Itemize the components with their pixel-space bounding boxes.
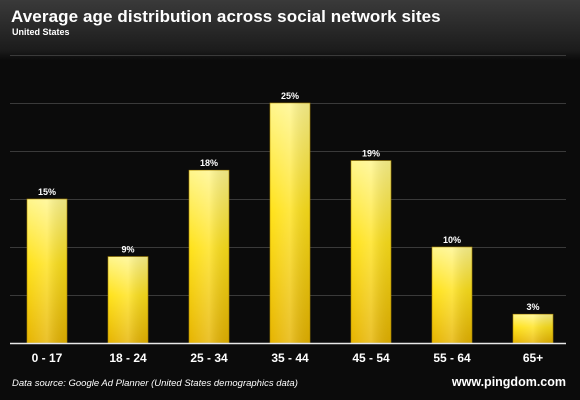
bar-highlight bbox=[270, 103, 310, 343]
bar-highlight bbox=[513, 314, 553, 343]
x-tick-label: 45 - 54 bbox=[352, 351, 390, 365]
data-source-note: Data source: Google Ad Planner (United S… bbox=[12, 378, 298, 389]
x-axis: 0 - 17 18 - 24 25 - 34 35 - 44 45 - 54 55 - 6… bbox=[10, 342, 566, 365]
data-label: 3% bbox=[526, 302, 539, 312]
bar-18-24 bbox=[107, 256, 149, 344]
chart-title: Average age distribution across social n… bbox=[11, 7, 441, 26]
data-labels: 15% 9% 18% 25% 19% 10% 3% bbox=[38, 91, 540, 312]
bar-highlight bbox=[432, 247, 472, 343]
data-label: 25% bbox=[281, 91, 299, 101]
x-tick-label: 0 - 17 bbox=[32, 351, 63, 365]
bar-highlight bbox=[189, 170, 229, 343]
bar-45-54 bbox=[350, 160, 392, 344]
brand-link[interactable]: www.pingdom.com bbox=[451, 375, 566, 389]
bar-55-64 bbox=[431, 246, 473, 344]
chart-subtitle: United States bbox=[12, 27, 70, 37]
x-tick-label: 25 - 34 bbox=[190, 351, 228, 365]
data-label: 10% bbox=[443, 235, 461, 245]
data-label: 19% bbox=[362, 149, 380, 159]
data-label: 9% bbox=[121, 245, 134, 255]
bar-highlight bbox=[351, 160, 391, 343]
x-tick-label: 55 - 64 bbox=[433, 351, 471, 365]
bar-highlight bbox=[27, 199, 67, 343]
bar-65+ bbox=[512, 313, 554, 344]
data-label: 15% bbox=[38, 187, 56, 197]
bar-25-34 bbox=[188, 169, 230, 344]
bar-35-44 bbox=[269, 102, 311, 344]
bars bbox=[26, 102, 554, 344]
x-tick-label: 65+ bbox=[523, 351, 543, 365]
x-tick-label: 18 - 24 bbox=[109, 351, 147, 365]
x-tick-label: 35 - 44 bbox=[271, 351, 309, 365]
bar-highlight bbox=[108, 256, 148, 343]
data-label: 18% bbox=[200, 158, 218, 168]
bar-0-17 bbox=[26, 198, 68, 344]
